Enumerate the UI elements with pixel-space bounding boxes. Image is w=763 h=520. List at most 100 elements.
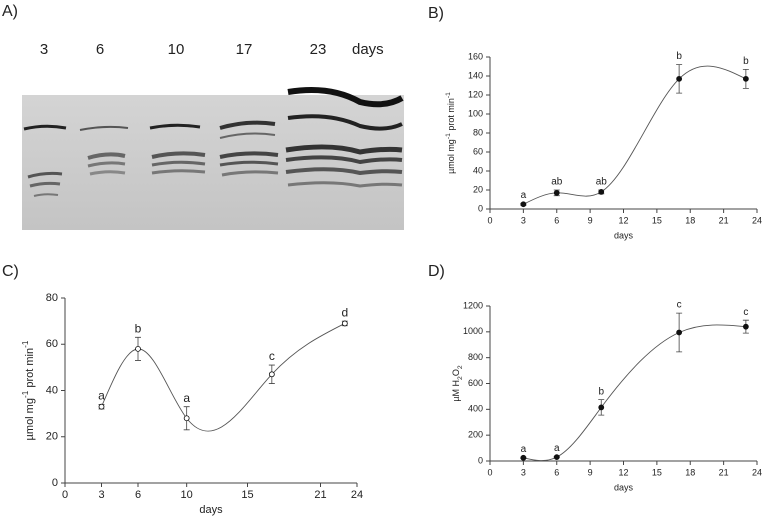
significance-letter: a bbox=[183, 391, 190, 405]
y-axis-label-part: µM H bbox=[451, 380, 461, 402]
x-tick-label: 10 bbox=[181, 489, 193, 501]
data-point bbox=[341, 320, 348, 327]
x-axis-label: days bbox=[614, 482, 634, 492]
y-tick-label: 600 bbox=[468, 378, 483, 388]
x-tick-label: 15 bbox=[652, 215, 662, 225]
significance-letter: a bbox=[521, 190, 527, 201]
significance-letter: ab bbox=[551, 177, 563, 188]
y-tick-label: 800 bbox=[468, 352, 483, 362]
lane-label: 3 bbox=[40, 41, 48, 58]
data-point bbox=[135, 345, 141, 352]
unit-label: days bbox=[352, 41, 384, 58]
x-tick-label: 9 bbox=[588, 215, 593, 225]
y-tick-label: 200 bbox=[468, 430, 483, 440]
y-axis-label-part: µmol mg bbox=[24, 398, 36, 440]
significance-letter: c bbox=[677, 300, 682, 311]
x-tick-label: 21 bbox=[314, 489, 326, 501]
x-tick-label: 3 bbox=[521, 467, 526, 477]
lane-label: 6 bbox=[96, 41, 104, 58]
x-tick-label: 24 bbox=[752, 467, 762, 477]
x-tick-label: 24 bbox=[752, 215, 762, 225]
y-axis-label-part: -1 bbox=[21, 340, 30, 348]
x-tick-label: 15 bbox=[652, 467, 662, 477]
x-tick-label: 0 bbox=[62, 489, 68, 501]
x-tick-label: 18 bbox=[685, 467, 695, 477]
data-point bbox=[183, 415, 190, 422]
y-tick-label: 40 bbox=[46, 384, 58, 396]
panel-label: C) bbox=[2, 263, 19, 280]
y-tick-label: 100 bbox=[468, 108, 483, 118]
x-axis-label: days bbox=[199, 504, 223, 516]
x-tick-label: 21 bbox=[719, 467, 729, 477]
x-tick-label: 15 bbox=[241, 489, 253, 501]
significance-letter: d bbox=[341, 305, 348, 319]
significance-letter: b bbox=[743, 56, 749, 67]
x-tick-label: 18 bbox=[685, 215, 695, 225]
y-axis-label-part: µmol mg bbox=[446, 139, 456, 174]
y-axis-label-part: 2 bbox=[457, 365, 464, 369]
y-tick-label: 1000 bbox=[463, 326, 483, 336]
significance-letter: b bbox=[676, 51, 682, 62]
fit-curve bbox=[523, 324, 746, 461]
x-tick-label: 24 bbox=[351, 489, 363, 501]
data-point bbox=[553, 189, 560, 196]
data-point bbox=[553, 454, 560, 461]
significance-letter: a bbox=[521, 444, 527, 455]
y-axis-label-part: O bbox=[451, 369, 461, 376]
data-point bbox=[520, 454, 527, 461]
x-tick-label: 9 bbox=[588, 467, 593, 477]
y-axis-label-part: -1 bbox=[445, 133, 452, 139]
data-point bbox=[268, 371, 275, 378]
data-point bbox=[98, 403, 105, 410]
y-tick-label: 0 bbox=[478, 203, 483, 213]
significance-letter: c bbox=[269, 349, 275, 363]
lane-label: 10 bbox=[168, 41, 185, 58]
y-axis-label-part: prot min bbox=[24, 348, 36, 391]
significance-letter: a bbox=[98, 389, 105, 403]
y-axis-label-part: -1 bbox=[21, 390, 30, 398]
panel-label: A) bbox=[2, 3, 18, 20]
y-tick-label: 60 bbox=[473, 146, 483, 156]
fit-curve bbox=[101, 323, 346, 432]
y-tick-label: 1200 bbox=[463, 300, 483, 310]
y-axis-label: µmol mg-1 prot min-1 bbox=[21, 340, 36, 440]
significance-letter: c bbox=[743, 307, 748, 318]
x-tick-label: 0 bbox=[487, 467, 492, 477]
x-tick-label: 12 bbox=[618, 215, 628, 225]
y-tick-label: 0 bbox=[478, 455, 483, 465]
x-tick-label: 12 bbox=[618, 467, 628, 477]
y-tick-label: 20 bbox=[46, 431, 58, 443]
y-tick-label: 20 bbox=[473, 184, 483, 194]
data-point bbox=[520, 201, 527, 208]
y-axis-label-part: prot min bbox=[446, 98, 456, 133]
x-tick-label: 6 bbox=[135, 489, 141, 501]
significance-letter: b bbox=[135, 321, 142, 335]
data-point bbox=[742, 75, 749, 82]
x-tick-label: 6 bbox=[554, 467, 559, 477]
significance-letter: ab bbox=[596, 177, 608, 188]
data-point bbox=[676, 329, 683, 336]
x-tick-label: 3 bbox=[521, 215, 526, 225]
y-axis-label-part: -1 bbox=[445, 92, 452, 98]
fit-curve bbox=[523, 65, 747, 205]
y-tick-label: 140 bbox=[468, 70, 483, 80]
y-tick-label: 40 bbox=[473, 165, 483, 175]
significance-letter: a bbox=[554, 443, 560, 454]
y-tick-label: 60 bbox=[46, 338, 58, 350]
x-tick-label: 6 bbox=[554, 215, 559, 225]
gel-image bbox=[22, 87, 404, 230]
panel-label: D) bbox=[428, 263, 445, 280]
lane-label: 17 bbox=[236, 41, 253, 58]
y-axis-label-part: 2 bbox=[457, 376, 464, 380]
y-axis-label: µmol mg-1 prot min-1 bbox=[445, 92, 456, 174]
y-tick-label: 160 bbox=[468, 51, 483, 61]
y-tick-label: 120 bbox=[468, 89, 483, 99]
x-tick-label: 0 bbox=[487, 215, 492, 225]
x-tick-label: 21 bbox=[719, 215, 729, 225]
y-tick-label: 400 bbox=[468, 404, 483, 414]
lane-label: 23 bbox=[310, 41, 327, 58]
y-axis-label: µM H2O2 bbox=[451, 365, 464, 401]
x-axis-label: days bbox=[614, 230, 634, 240]
y-tick-label: 0 bbox=[52, 477, 58, 489]
